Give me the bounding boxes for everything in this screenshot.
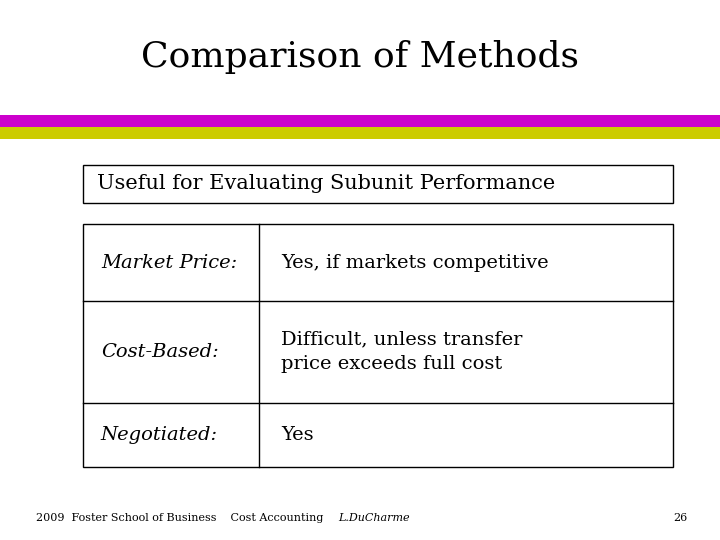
- Text: 2009  Foster School of Business    Cost Accounting: 2009 Foster School of Business Cost Acco…: [36, 514, 323, 523]
- Bar: [83, 224, 673, 467]
- Text: Market Price:: Market Price:: [101, 254, 237, 272]
- Text: Difficult, unless transfer
price exceeds full cost: Difficult, unless transfer price exceeds…: [281, 330, 522, 373]
- Text: L.DuCharme: L.DuCharme: [338, 514, 410, 523]
- Text: Negotiated:: Negotiated:: [101, 426, 218, 444]
- Text: Comparison of Methods: Comparison of Methods: [141, 40, 579, 73]
- Text: Cost-Based:: Cost-Based:: [101, 343, 219, 361]
- Text: Yes, if markets competitive: Yes, if markets competitive: [281, 254, 549, 272]
- Text: Yes: Yes: [281, 426, 313, 444]
- Bar: [0, 115, 720, 127]
- Text: 26: 26: [673, 514, 688, 523]
- Bar: [0, 127, 720, 139]
- Text: Useful for Evaluating Subunit Performance: Useful for Evaluating Subunit Performanc…: [97, 174, 555, 193]
- Bar: [83, 165, 673, 202]
